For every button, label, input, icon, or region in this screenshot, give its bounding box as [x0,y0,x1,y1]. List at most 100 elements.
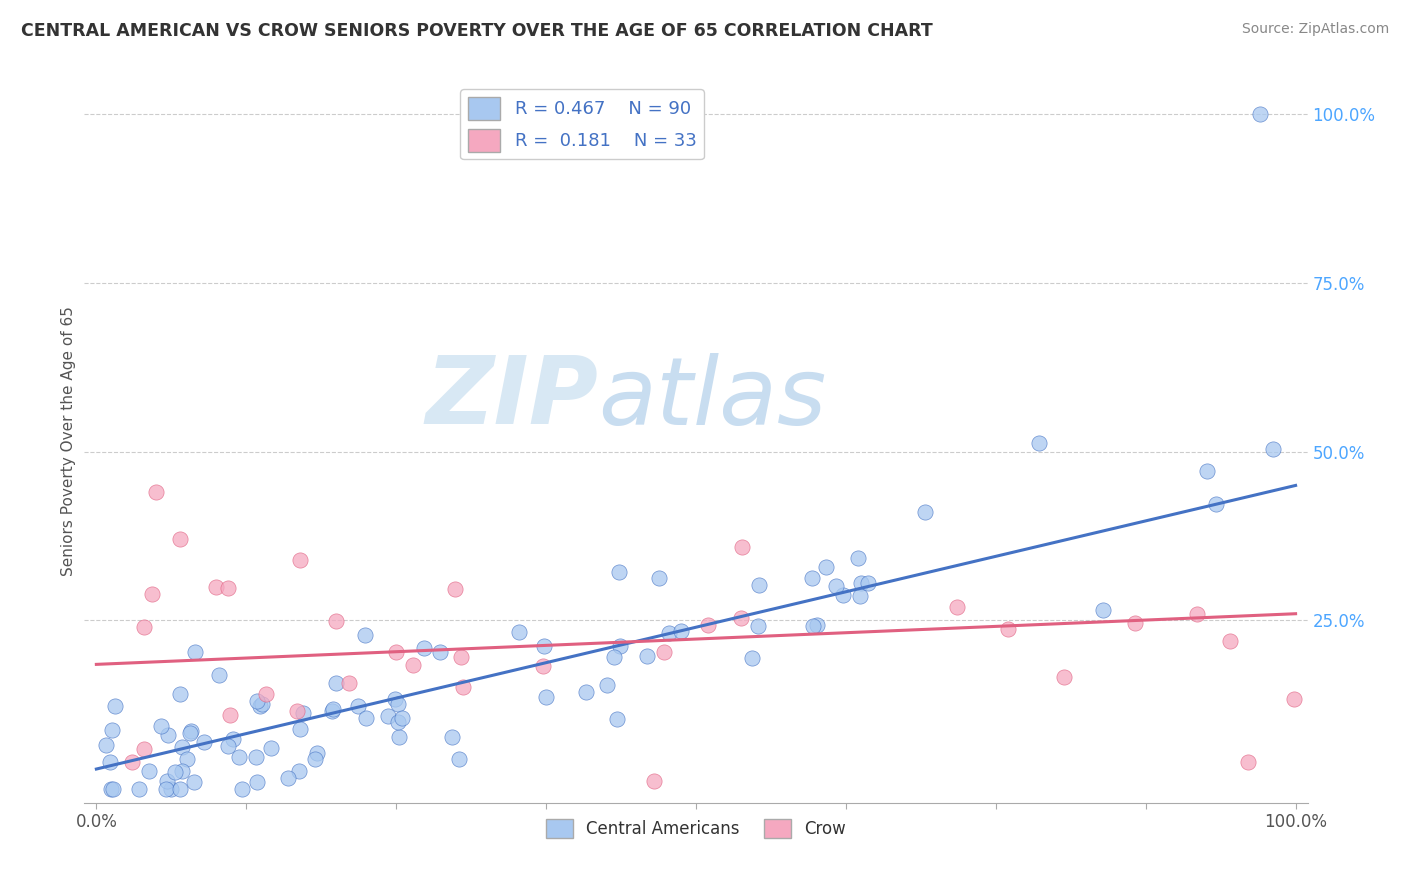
Point [160,782,183,797]
Point [157,728,180,742]
Point [814,560,837,574]
Text: Source: ZipAtlas.com: Source: ZipAtlas.com [1241,22,1389,37]
Point [254,687,277,701]
Point [228,750,250,764]
Point [1219,634,1241,648]
Point [652,645,675,659]
Point [96,738,118,752]
Point [1028,436,1050,450]
Point [172,764,194,778]
Point [648,571,671,585]
Point [288,764,311,779]
Point [169,687,191,701]
Point [100,782,122,797]
Point [101,723,124,737]
Point [533,639,555,653]
Point [606,713,628,727]
Point [176,752,198,766]
Point [101,782,124,797]
Point [825,579,848,593]
Legend: Central Americans, Crow: Central Americans, Crow [538,813,853,845]
Point [180,724,202,739]
Point [607,565,630,579]
Point [603,650,626,665]
Point [285,704,308,718]
Point [231,782,253,797]
Point [402,658,425,673]
Point [353,628,375,642]
Text: atlas: atlas [598,352,827,443]
Point [132,620,155,634]
Point [217,581,239,595]
Point [1282,691,1305,706]
Point [696,617,718,632]
Point [730,611,752,625]
Point [156,774,179,789]
Point [451,680,474,694]
Point [914,505,936,519]
Point [134,741,156,756]
Point [325,676,347,690]
Point [245,749,267,764]
Point [385,645,408,659]
Point [391,711,413,725]
Point [1249,107,1271,121]
Point [208,667,231,681]
Point [222,732,245,747]
Point [849,575,872,590]
Point [643,773,665,788]
Point [609,639,631,653]
Point [748,578,770,592]
Point [596,678,619,692]
Point [429,645,451,659]
Point [155,782,177,797]
Point [150,718,173,732]
Point [636,648,658,663]
Point [1053,669,1076,683]
Point [260,741,283,756]
Point [856,576,879,591]
Text: ZIP: ZIP [425,352,598,444]
Point [290,552,312,566]
Point [387,697,409,711]
Point [441,730,464,744]
Point [277,772,299,786]
Point [193,735,215,749]
Point [183,775,205,789]
Point [671,624,693,639]
Point [741,651,763,665]
Point [172,740,194,755]
Point [249,698,271,713]
Point [388,730,411,744]
Point [304,752,326,766]
Y-axis label: Seniors Poverty Over the Age of 65: Seniors Poverty Over the Age of 65 [60,307,76,576]
Point [846,551,869,566]
Point [246,694,269,708]
Point [806,617,828,632]
Point [104,699,127,714]
Point [246,775,269,789]
Point [731,540,754,554]
Point [121,756,143,770]
Point [832,588,855,602]
Point [169,533,191,547]
Point [325,615,347,629]
Point [387,715,409,730]
Point [1195,465,1218,479]
Point [322,702,344,716]
Point [444,582,467,597]
Point [219,708,242,723]
Point [138,764,160,778]
Point [848,589,870,603]
Point [531,659,554,673]
Point [1261,442,1284,456]
Text: CENTRAL AMERICAN VS CROW SENIORS POVERTY OVER THE AGE OF 65 CORRELATION CHART: CENTRAL AMERICAN VS CROW SENIORS POVERTY… [21,22,932,40]
Point [450,650,472,665]
Point [1123,615,1146,630]
Point [574,685,596,699]
Point [354,711,377,725]
Point [163,765,186,780]
Point [1092,602,1115,616]
Point [800,571,823,585]
Point [98,755,121,769]
